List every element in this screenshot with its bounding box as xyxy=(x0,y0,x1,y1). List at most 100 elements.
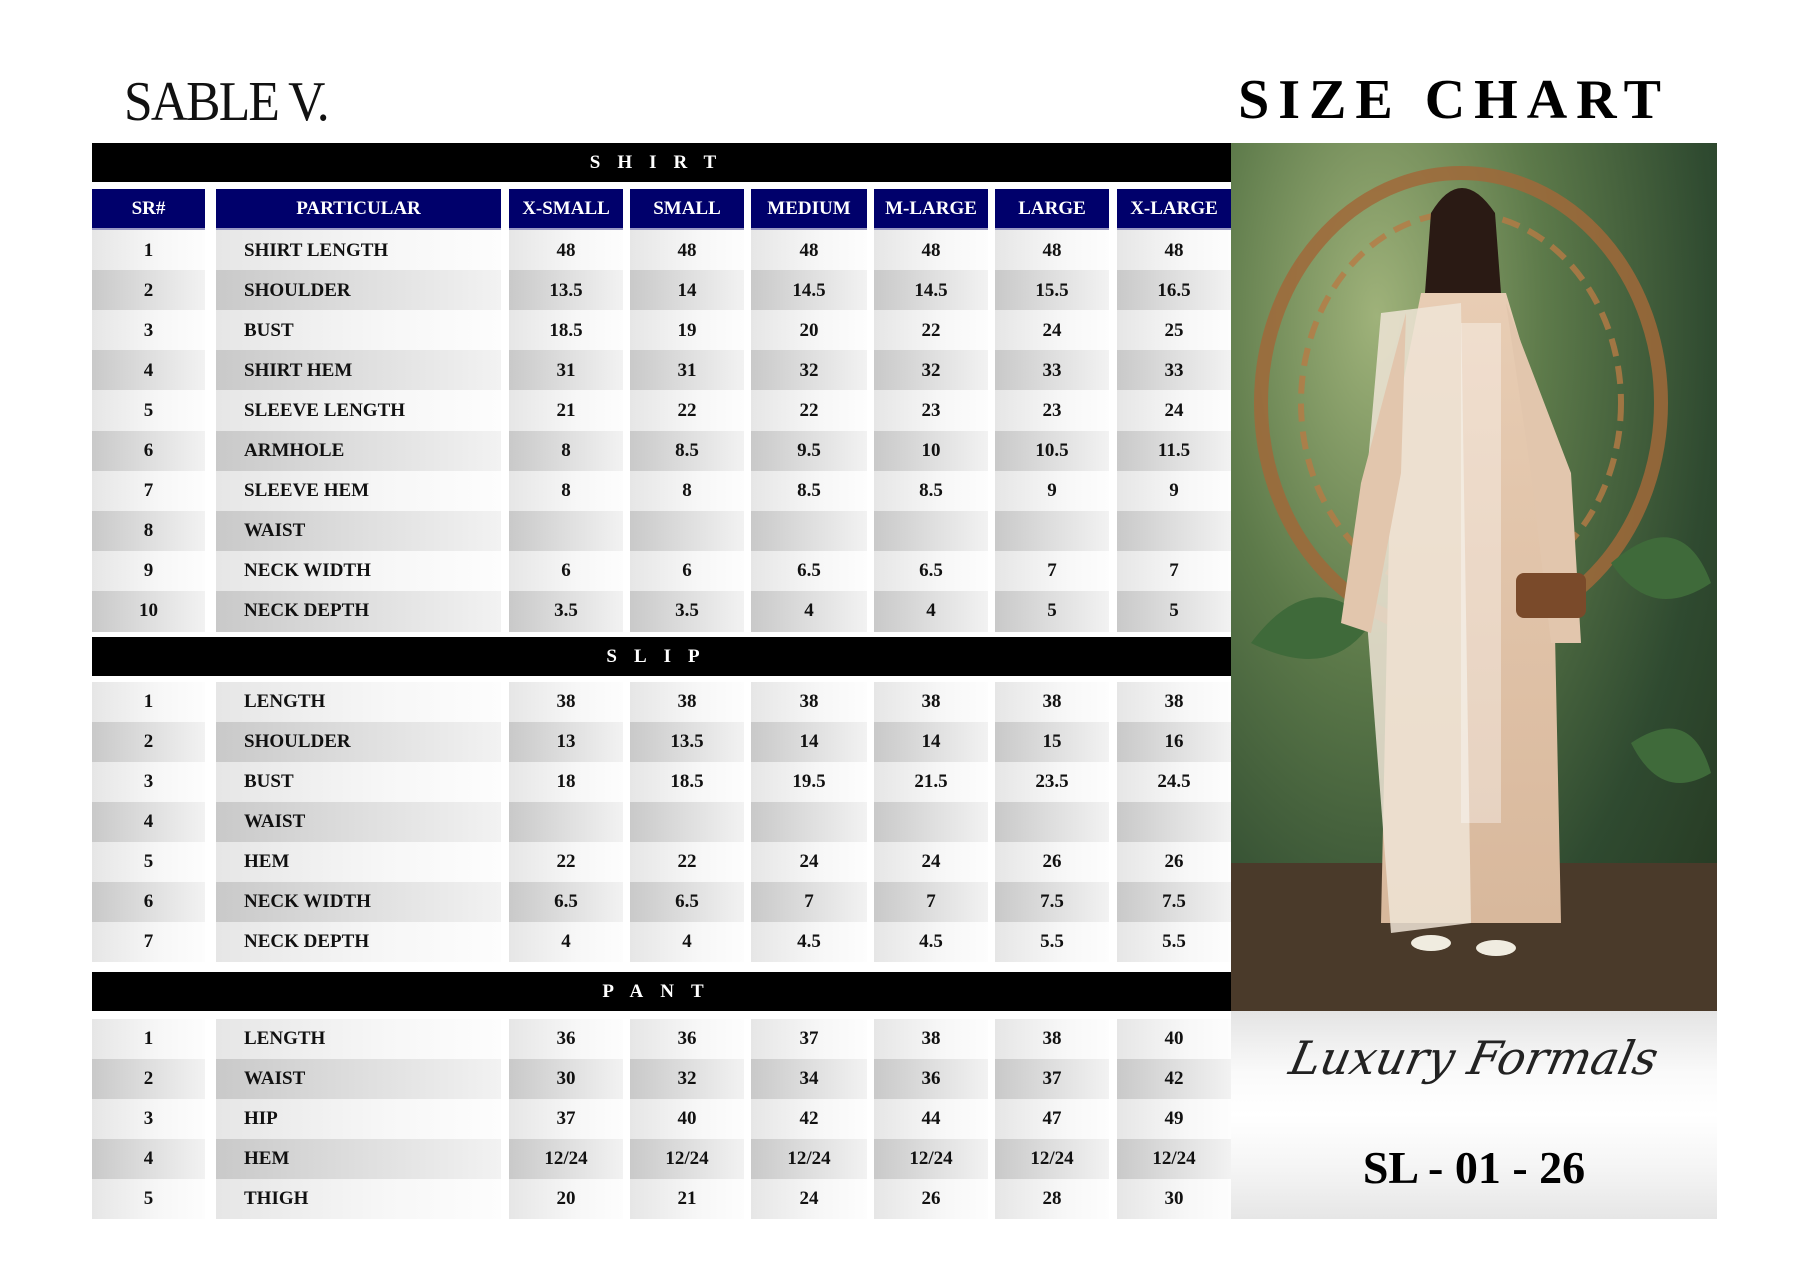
measurement-value xyxy=(995,802,1109,842)
measurement-value: 25 xyxy=(1117,310,1231,352)
measurement-value: 38 xyxy=(1117,682,1231,722)
row-number: 8 xyxy=(92,510,205,552)
measurement-value: 8 xyxy=(509,430,623,472)
measurement-value xyxy=(874,510,988,552)
brand-logo: SABLE V. xyxy=(124,71,330,133)
measurement-value: 42 xyxy=(1117,1059,1231,1099)
page-title: SIZE CHART xyxy=(1238,69,1670,131)
measurement-value: 36 xyxy=(874,1059,988,1099)
row-number: 7 xyxy=(92,470,205,512)
measurement-value: 14 xyxy=(874,722,988,762)
measurement-name: NECK WIDTH xyxy=(216,882,501,922)
section-header-shirt: SHIRT xyxy=(92,143,1231,182)
column-header: PARTICULAR xyxy=(216,189,501,230)
measurement-name: SLEEVE HEM xyxy=(216,470,501,512)
measurement-value: 24 xyxy=(1117,390,1231,432)
measurement-value: 38 xyxy=(995,1019,1109,1059)
measurement-value: 20 xyxy=(751,310,867,352)
measurement-value: 4 xyxy=(630,922,744,962)
measurement-name: HEM xyxy=(216,1139,501,1179)
model-photo xyxy=(1231,143,1717,1011)
measurement-value: 6.5 xyxy=(630,882,744,922)
row-number: 2 xyxy=(92,1059,205,1099)
measurement-name: THIGH xyxy=(216,1179,501,1219)
row-number: 3 xyxy=(92,310,205,352)
measurement-value: 32 xyxy=(874,350,988,392)
row-number: 1 xyxy=(92,230,205,271)
measurement-value: 40 xyxy=(630,1099,744,1139)
measurement-name: NECK DEPTH xyxy=(216,922,501,962)
measurement-value: 18.5 xyxy=(509,310,623,352)
measurement-value: 3.5 xyxy=(509,590,623,632)
measurement-name: SHIRT HEM xyxy=(216,350,501,392)
measurement-value: 4.5 xyxy=(874,922,988,962)
measurement-name: SHIRT LENGTH xyxy=(216,230,501,271)
measurement-value: 16 xyxy=(1117,722,1231,762)
column-header: SMALL xyxy=(630,189,744,230)
column-header: MEDIUM xyxy=(751,189,867,230)
measurement-name: LENGTH xyxy=(216,682,501,722)
measurement-value: 42 xyxy=(751,1099,867,1139)
row-number: 2 xyxy=(92,270,205,312)
measurement-value: 48 xyxy=(995,230,1109,271)
row-number: 1 xyxy=(92,1019,205,1059)
measurement-value: 7 xyxy=(1117,550,1231,592)
measurement-value: 37 xyxy=(509,1099,623,1139)
measurement-value: 5.5 xyxy=(995,922,1109,962)
measurement-value xyxy=(751,802,867,842)
measurement-name: SHOULDER xyxy=(216,270,501,312)
measurement-value: 14 xyxy=(630,270,744,312)
measurement-value: 26 xyxy=(874,1179,988,1219)
measurement-value xyxy=(751,510,867,552)
measurement-value: 37 xyxy=(751,1019,867,1059)
row-number: 3 xyxy=(92,1099,205,1139)
measurement-value: 38 xyxy=(751,682,867,722)
measurement-name: NECK DEPTH xyxy=(216,590,501,632)
measurement-name: BUST xyxy=(216,762,501,802)
measurement-value: 6.5 xyxy=(751,550,867,592)
measurement-value xyxy=(874,802,988,842)
measurement-name: HIP xyxy=(216,1099,501,1139)
article-code: SL - 01 - 26 xyxy=(1362,1142,1586,1193)
measurement-value: 5 xyxy=(995,590,1109,632)
row-number: 4 xyxy=(92,1139,205,1179)
measurement-value: 32 xyxy=(751,350,867,392)
model-illustration xyxy=(1231,166,1717,1011)
row-number: 6 xyxy=(92,430,205,472)
measurement-value: 23 xyxy=(874,390,988,432)
section-header-slip: SLIP xyxy=(92,637,1231,676)
measurement-value: 20 xyxy=(509,1179,623,1219)
measurement-value: 12/24 xyxy=(995,1139,1109,1179)
measurement-value: 9 xyxy=(1117,470,1231,512)
measurement-value: 37 xyxy=(995,1059,1109,1099)
measurement-name: WAIST xyxy=(216,1059,501,1099)
measurement-value: 13 xyxy=(509,722,623,762)
measurement-value: 4 xyxy=(874,590,988,632)
measurement-value: 24 xyxy=(751,842,867,882)
column-header: M-LARGE xyxy=(874,189,988,230)
measurement-value: 48 xyxy=(1117,230,1231,271)
measurement-value: 31 xyxy=(509,350,623,392)
measurement-name: WAIST xyxy=(216,802,501,842)
measurement-value: 22 xyxy=(751,390,867,432)
measurement-value: 32 xyxy=(630,1059,744,1099)
column-header: X-LARGE xyxy=(1117,189,1231,230)
measurement-value xyxy=(509,802,623,842)
measurement-value xyxy=(630,510,744,552)
measurement-value: 7 xyxy=(751,882,867,922)
measurement-value: 10 xyxy=(874,430,988,472)
measurement-value: 33 xyxy=(1117,350,1231,392)
measurement-value: 23.5 xyxy=(995,762,1109,802)
measurement-value: 14.5 xyxy=(751,270,867,312)
row-number: 5 xyxy=(92,1179,205,1219)
measurement-value: 3.5 xyxy=(630,590,744,632)
measurement-value: 8.5 xyxy=(751,470,867,512)
measurement-value xyxy=(630,802,744,842)
measurement-value: 34 xyxy=(751,1059,867,1099)
collection-name: Luxury Formals xyxy=(1284,1031,1664,1085)
measurement-value: 38 xyxy=(509,682,623,722)
column-header: SR# xyxy=(92,189,205,230)
measurement-value: 7 xyxy=(995,550,1109,592)
measurement-value: 12/24 xyxy=(874,1139,988,1179)
row-number: 5 xyxy=(92,390,205,432)
